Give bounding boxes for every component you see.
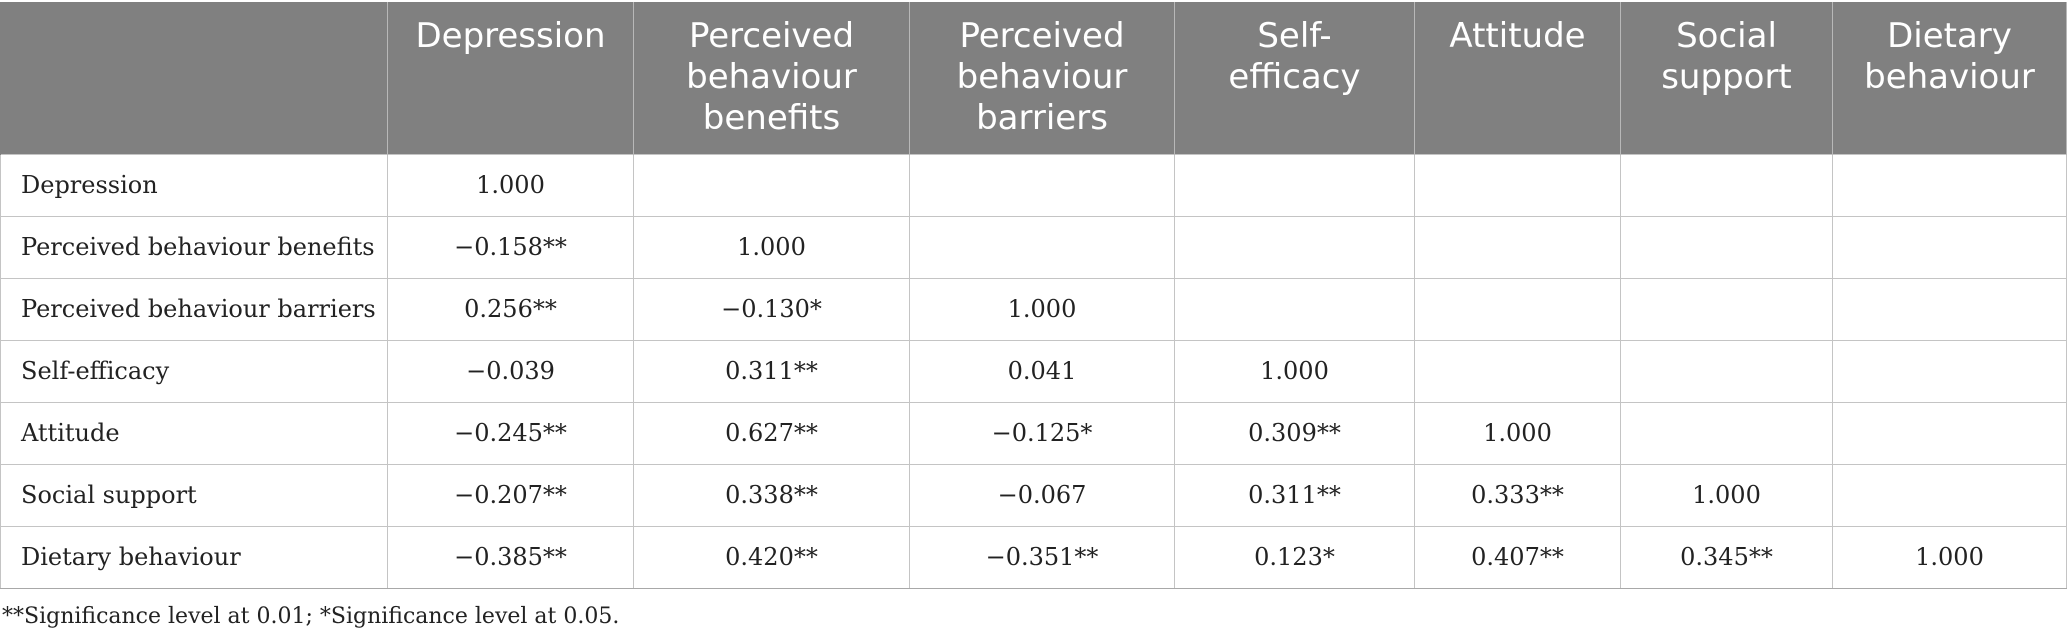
table-cell: 1.000: [633, 215, 910, 279]
table-cell: [1832, 401, 2067, 465]
table-cell: [1414, 277, 1621, 341]
column-header-depression: Depression: [387, 2, 634, 154]
table-cell: 0.123*: [1174, 525, 1415, 589]
table-cell: 1.000: [1174, 339, 1415, 403]
row-label: Self-efficacy: [0, 339, 388, 403]
table-cell: 1.000: [387, 153, 634, 217]
table-cell: [1832, 339, 2067, 403]
table-cell: [1620, 339, 1833, 403]
row-label: Attitude: [0, 401, 388, 465]
table-row: Social support −0.207** 0.338** −0.067 0.311…: [0, 463, 2067, 527]
header-corner-cell: [0, 2, 388, 154]
table-cell: 0.256**: [387, 277, 634, 341]
table-cell: 0.627**: [633, 401, 910, 465]
row-label: Depression: [0, 153, 388, 217]
table-cell: [1620, 153, 1833, 217]
table-body: Depression 1.000 Perceived behaviour benef…: [0, 153, 2067, 589]
table-cell: −0.125*: [909, 401, 1175, 465]
correlation-table: Depression Perceived behaviour benefits Pe…: [0, 2, 2067, 589]
table-cell: −0.351**: [909, 525, 1175, 589]
table-cell: [1174, 277, 1415, 341]
table-row: Dietary behaviour −0.385** 0.420** −0.351**…: [0, 525, 2067, 589]
table-cell: 1.000: [909, 277, 1175, 341]
table-cell: [1832, 215, 2067, 279]
table-cell: [633, 153, 910, 217]
table-cell: [1414, 215, 1621, 279]
table-cell: 0.311**: [1174, 463, 1415, 527]
table-cell: −0.207**: [387, 463, 634, 527]
table-cell: [1174, 153, 1415, 217]
table-cell: −0.158**: [387, 215, 634, 279]
row-label: Social support: [0, 463, 388, 527]
table-cell: [1620, 277, 1833, 341]
table-cell: 0.311**: [633, 339, 910, 403]
row-label: Dietary behaviour: [0, 525, 388, 589]
table-cell: [1832, 277, 2067, 341]
table-cell: 0.309**: [1174, 401, 1415, 465]
table-cell: −0.039: [387, 339, 634, 403]
table-cell: 1.000: [1832, 525, 2067, 589]
table-cell: −0.385**: [387, 525, 634, 589]
row-label: Perceived behaviour barriers: [0, 277, 388, 341]
table-cell: 0.420**: [633, 525, 910, 589]
table-cell: 0.041: [909, 339, 1175, 403]
row-label: Perceived behaviour benefits: [0, 215, 388, 279]
column-header-dietary-behaviour: Dietary behaviour: [1832, 2, 2067, 154]
table-cell: [1414, 153, 1621, 217]
table-cell: 0.407**: [1414, 525, 1621, 589]
table-header: Depression Perceived behaviour benefits Pe…: [0, 2, 2067, 154]
table-footnote: **Significance level at 0.01; *Significa…: [2, 604, 620, 629]
table-cell: [1414, 339, 1621, 403]
table-cell: 0.345**: [1620, 525, 1833, 589]
table-row: Perceived behaviour benefits −0.158** 1.00…: [0, 215, 2067, 279]
column-header-perceived-behaviour-barriers: Perceived behaviour barriers: [909, 2, 1175, 154]
table-row: Perceived behaviour barriers 0.256** −0.13…: [0, 277, 2067, 341]
column-header-self-efficacy: Self-efficacy: [1174, 2, 1415, 154]
table-cell: 0.333**: [1414, 463, 1621, 527]
table-cell: [909, 153, 1175, 217]
table-cell: [909, 215, 1175, 279]
table-cell: −0.067: [909, 463, 1175, 527]
header-row: Depression Perceived behaviour benefits Pe…: [0, 2, 2067, 154]
table-row: Attitude −0.245** 0.627** −0.125* 0.309** 1.0…: [0, 401, 2067, 465]
table-cell: 1.000: [1620, 463, 1833, 527]
table-cell: [1832, 153, 2067, 217]
table-cell: [1832, 463, 2067, 527]
table-row: Self-efficacy −0.039 0.311** 0.041 1.000: [0, 339, 2067, 403]
table-cell: −0.130*: [633, 277, 910, 341]
correlation-table-container: Depression Perceived behaviour benefits Pe…: [0, 2, 2067, 589]
table-cell: [1174, 215, 1415, 279]
table-cell: 0.338**: [633, 463, 910, 527]
table-cell: [1620, 401, 1833, 465]
column-header-social-support: Social support: [1620, 2, 1833, 154]
column-header-attitude: Attitude: [1414, 2, 1621, 154]
column-header-perceived-behaviour-benefits: Perceived behaviour benefits: [633, 2, 910, 154]
table-cell: 1.000: [1414, 401, 1621, 465]
table-cell: −0.245**: [387, 401, 634, 465]
table-row: Depression 1.000: [0, 153, 2067, 217]
table-cell: [1620, 215, 1833, 279]
